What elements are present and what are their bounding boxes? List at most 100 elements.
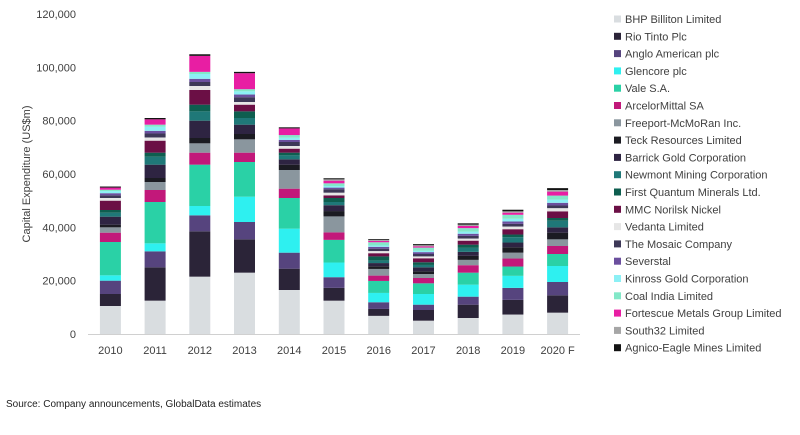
- bar-segment: [144, 156, 166, 165]
- bar-segment: [547, 202, 569, 206]
- bar-segment: [234, 102, 255, 105]
- legend-item: Kinross Gold Corporation: [614, 274, 749, 286]
- legend-swatch: [614, 84, 621, 92]
- bar-segment: [234, 118, 255, 125]
- bar-segment: [234, 73, 255, 90]
- legend-label: Kinross Gold Corporation: [625, 274, 749, 286]
- legend-label: Vedanta Limited: [625, 222, 704, 234]
- bar-segment: [368, 239, 390, 240]
- legend-label: Newmont Mining Corporation: [625, 170, 767, 182]
- bar-segment: [502, 209, 524, 212]
- bar-segment: [99, 224, 121, 228]
- bar-segment: [323, 216, 345, 233]
- bar-segment: [99, 294, 121, 306]
- legend-label: The Mosaic Company: [625, 239, 732, 251]
- bar-segment: [323, 186, 345, 188]
- bar-segment: [457, 238, 479, 241]
- bar-segment: [278, 159, 300, 165]
- legend-item: South32 Limited: [614, 325, 705, 337]
- bar-stack: [323, 178, 345, 334]
- bar-segment: [547, 239, 569, 246]
- bar-segment: [323, 183, 345, 186]
- bar-segment: [234, 111, 255, 118]
- bar-segment: [547, 220, 569, 228]
- bar-segment: [457, 247, 479, 252]
- x-tick-label: 2011: [143, 345, 167, 357]
- bar-segment: [413, 247, 434, 251]
- bar-segment: [323, 287, 345, 301]
- bar-segment: [413, 246, 434, 248]
- y-tick-label: 80,000: [42, 116, 76, 128]
- bar-segment: [547, 232, 569, 240]
- bar-segment: [189, 152, 211, 165]
- y-tick-label: 100,000: [36, 62, 76, 74]
- legend-swatch: [614, 205, 621, 213]
- bar-segment: [547, 312, 569, 334]
- bar-segment: [368, 292, 390, 303]
- legend-swatch: [614, 240, 621, 248]
- bar-segment: [323, 195, 345, 198]
- bar-segment: [547, 208, 569, 212]
- bar-segment: [502, 242, 524, 248]
- bar-segment: [368, 245, 390, 247]
- legend-item: Freeport-McMoRan Inc.: [614, 118, 741, 130]
- legend-item: ArcelorMittal SA: [614, 101, 705, 113]
- bar-stack: [144, 118, 166, 334]
- legend-label: Vale S.A.: [625, 83, 670, 95]
- bar-stack: [278, 127, 300, 334]
- bar-segment: [547, 211, 569, 218]
- x-tick-label: 2018: [456, 345, 480, 357]
- bar-segment: [189, 120, 211, 138]
- bar-segment: [413, 254, 434, 257]
- bar-segment: [323, 239, 345, 263]
- bar-segment: [457, 296, 479, 305]
- bar-segment: [368, 266, 390, 269]
- bar-segment: [457, 251, 479, 256]
- legend-item: Coal India Limited: [614, 291, 713, 303]
- legend-swatch: [614, 344, 621, 352]
- bar-segment: [144, 243, 166, 252]
- x-tick-label: 2019: [501, 345, 525, 357]
- legend-label: Coal India Limited: [625, 291, 713, 303]
- bar-segment: [323, 180, 345, 184]
- bar-segment: [144, 140, 166, 153]
- bar-segment: [457, 304, 479, 318]
- bar-segment: [323, 300, 345, 334]
- bar-segment: [99, 306, 121, 334]
- bar-segment: [547, 190, 569, 192]
- bar-segment: [144, 182, 166, 190]
- bar-segment: [99, 280, 121, 294]
- legend-swatch: [614, 50, 621, 58]
- bar-segment: [189, 206, 211, 216]
- x-tick-label: 2014: [277, 345, 301, 357]
- bar-segment: [144, 178, 166, 182]
- bar-segment: [368, 260, 390, 264]
- bar-segment: [457, 255, 479, 260]
- bar-segment: [323, 179, 345, 181]
- bar-segment: [502, 234, 524, 238]
- bar-segment: [189, 215, 211, 232]
- bar-segment: [99, 212, 121, 217]
- bar-segment: [323, 189, 345, 193]
- legend-item: Vale S.A.: [614, 83, 670, 95]
- bar-segment: [413, 278, 434, 284]
- legend-swatch: [614, 153, 621, 161]
- bar-segment: [502, 299, 524, 315]
- bar-segment: [144, 119, 166, 125]
- y-tick-label: 60,000: [42, 169, 76, 181]
- legend-item: Vedanta Limited: [614, 222, 704, 234]
- bar-segment: [189, 111, 211, 121]
- bar-segment: [278, 148, 300, 153]
- bar-segment: [502, 287, 524, 300]
- bar-segment: [189, 78, 211, 82]
- bar-segment: [368, 242, 390, 246]
- legend-label: Teck Resources Limited: [625, 135, 742, 147]
- bar-segment: [278, 252, 300, 269]
- bar-segment: [502, 214, 524, 219]
- bar-segment: [457, 228, 479, 232]
- legend-swatch: [614, 15, 621, 23]
- bar-segment: [547, 282, 569, 296]
- bar-segment: [99, 193, 121, 196]
- bar-segment: [99, 232, 121, 242]
